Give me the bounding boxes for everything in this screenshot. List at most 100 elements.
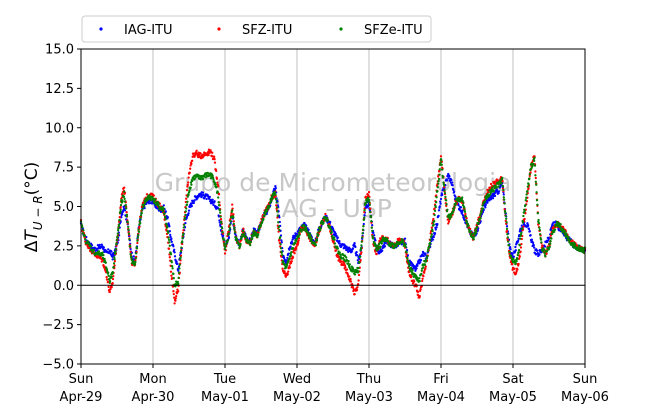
data-point <box>419 261 422 264</box>
data-point <box>582 251 585 254</box>
data-point <box>143 201 147 205</box>
data-point <box>296 243 299 246</box>
data-point <box>128 238 131 241</box>
data-point <box>172 277 175 280</box>
data-point <box>279 245 282 248</box>
data-point <box>535 183 538 186</box>
data-point <box>350 250 353 253</box>
data-point <box>205 197 208 201</box>
data-point <box>573 242 577 246</box>
data-point <box>129 245 132 248</box>
data-point <box>229 219 232 223</box>
data-point <box>221 227 224 230</box>
data-point <box>199 152 202 155</box>
data-point <box>505 225 509 228</box>
data-point <box>88 247 91 250</box>
data-point <box>173 302 176 305</box>
data-point <box>231 203 234 206</box>
data-point <box>514 262 517 265</box>
data-point <box>507 244 511 247</box>
data-point <box>477 222 480 225</box>
data-point <box>453 206 456 209</box>
data-point <box>545 252 548 255</box>
data-point <box>168 241 171 244</box>
data-point <box>524 198 527 202</box>
data-point <box>110 250 113 253</box>
data-point <box>309 233 312 236</box>
data-point <box>351 286 355 289</box>
data-point <box>421 279 424 283</box>
data-point <box>528 177 531 180</box>
data-point <box>295 245 298 248</box>
data-point <box>274 187 277 190</box>
data-point <box>363 216 366 219</box>
data-point <box>169 253 173 256</box>
data-point <box>501 184 505 188</box>
legend-label-SFZ-ITU: SFZ-ITU <box>242 23 292 38</box>
data-point <box>463 206 466 209</box>
data-point <box>538 253 541 256</box>
data-point <box>405 251 408 254</box>
data-point <box>530 238 533 241</box>
data-point <box>571 239 574 242</box>
data-point <box>415 267 418 270</box>
x-tick-label-day: Sun <box>69 372 94 387</box>
data-point <box>253 231 256 234</box>
data-point <box>181 240 184 243</box>
data-point <box>522 225 525 228</box>
data-point <box>447 222 450 225</box>
data-point <box>139 221 142 225</box>
data-point <box>356 259 359 262</box>
data-point <box>219 215 222 218</box>
data-point <box>371 229 374 233</box>
data-point <box>114 252 117 255</box>
data-point <box>422 254 425 258</box>
x-tick-label-date: May-06 <box>561 390 609 405</box>
data-point <box>495 188 499 191</box>
data-point <box>430 235 433 238</box>
data-point <box>280 251 283 254</box>
data-point <box>100 243 103 246</box>
data-point <box>465 217 468 220</box>
data-point <box>430 233 433 236</box>
data-point <box>234 233 237 236</box>
data-point <box>291 256 295 259</box>
data-point <box>538 226 541 229</box>
data-point <box>345 256 348 259</box>
data-point <box>446 208 449 211</box>
data-point <box>363 210 366 214</box>
data-point <box>295 247 298 250</box>
data-point <box>111 282 114 285</box>
data-point <box>423 271 426 274</box>
x-tick-label-day: Sun <box>573 372 598 387</box>
data-point <box>420 269 423 272</box>
data-point <box>118 216 121 219</box>
x-tick-label-date: Apr-30 <box>132 390 175 405</box>
watermark-line-2: IAG - USP <box>274 194 392 223</box>
data-point <box>361 232 364 235</box>
data-point <box>379 245 382 248</box>
data-point <box>125 213 129 217</box>
data-point <box>418 279 421 283</box>
data-point <box>367 190 371 194</box>
data-point <box>185 188 189 192</box>
data-point <box>438 168 441 171</box>
data-point <box>138 225 141 229</box>
data-point <box>295 240 298 243</box>
data-point <box>114 250 117 253</box>
data-point <box>135 252 138 255</box>
data-point <box>532 162 535 166</box>
data-point <box>362 225 365 228</box>
data-point <box>449 215 453 218</box>
data-point <box>517 262 520 266</box>
data-point <box>142 206 145 209</box>
data-point <box>439 197 443 201</box>
data-point <box>348 275 351 278</box>
data-point <box>371 223 374 227</box>
data-point <box>278 216 281 219</box>
data-point <box>523 217 526 221</box>
data-point <box>339 260 343 263</box>
data-point <box>126 221 129 224</box>
data-point <box>358 261 361 264</box>
y-axis-ticks: −5.0 −2.5 0.0 2.5 5.0 7.5 10.0 12.5 15.0 <box>42 43 81 373</box>
